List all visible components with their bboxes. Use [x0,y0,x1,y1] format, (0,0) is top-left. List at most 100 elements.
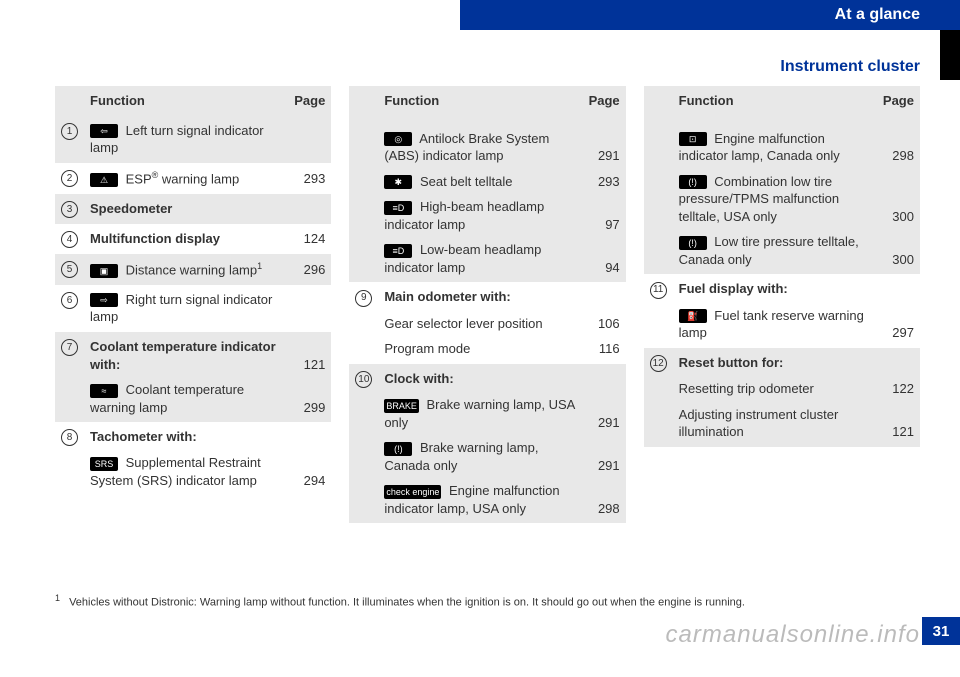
table-subrow: (!) Low tire pressure telltale, Canada o… [644,231,920,274]
row-page: 293 [288,163,331,194]
row-text: ⊡ Engine malfunction indicator lamp, Can… [673,128,877,171]
row-text: Reset button for: [673,348,877,378]
row-page: 291 [583,394,626,437]
row-text: Fuel display with: [673,274,877,304]
hdr-function: Function [84,86,288,116]
header-bar: At a glance [460,0,960,30]
table-header: FunctionPage [55,86,331,116]
row-text: Gear selector lever position [378,313,582,339]
indicator-icon: ◎ [384,132,412,146]
table-subrow: BRAKE Brake warning lamp, USA only291 [349,394,625,437]
row-text: Program mode [378,338,582,364]
indicator-icon: ⇦ [90,124,118,138]
row-num: 6 [55,285,84,332]
row-text: check engine Engine malfunction indicato… [378,480,582,523]
indicator-icon: ≈ [90,384,118,398]
hdr-page: Page [583,86,626,116]
indicator-icon: check engine [384,485,441,499]
row-page: 298 [583,480,626,523]
row-num: 11 [644,274,673,304]
row-text: ≡D High-beam headlamp indicator lamp [378,196,582,239]
row-num: 8 [55,422,84,452]
indicator-icon: (!) [679,236,707,250]
row-num: 1 [55,116,84,163]
row-text: Resetting trip odometer [673,378,877,404]
row-text: ⇨ Right turn signal indicator lamp [84,285,288,332]
row-page [288,194,331,224]
row-text: SRS Supplemental Restraint System (SRS) … [84,452,288,495]
row-text: ≈ Coolant temperature warning lamp [84,379,288,422]
row-num: 2 [55,163,84,194]
row-page [877,348,920,378]
row-page: 298 [877,128,920,171]
table-subrow: SRS Supplemental Restraint System (SRS) … [55,452,331,495]
indicator-icon: ≡D [384,201,412,215]
row-num: 12 [644,348,673,378]
table-row: 1⇦ Left turn signal indicator lamp [55,116,331,163]
row-text: (!) Combination low tire pressure/TPMS m… [673,171,877,232]
watermark: carmanualsonline.info [666,621,920,649]
content-columns: FunctionPage1⇦ Left turn signal indicato… [55,86,920,523]
row-num [349,116,378,128]
row-text: BRAKE Brake warning lamp, USA only [378,394,582,437]
table-subrow: ⛽ Fuel tank reserve warning lamp297 [644,305,920,348]
table-row [644,116,920,128]
row-text: ◎ Antilock Brake System (ABS) indicator … [378,128,582,171]
table-subrow: (!) Brake warning lamp, Canada only291 [349,437,625,480]
row-text: ≡D Low-beam headlamp indicator lamp [378,239,582,282]
row-text: Clock with: [378,364,582,394]
indicator-icon: ✱ [384,175,412,189]
column-1: FunctionPage1⇦ Left turn signal indicato… [55,86,331,523]
table-row: 12Reset button for: [644,348,920,378]
footnote-num: 1 [55,593,60,603]
column-3: FunctionPage ⊡ Engine malfunction indicat… [644,86,920,523]
row-page: 124 [288,224,331,254]
row-page: 300 [877,231,920,274]
row-text: ▣ Distance warning lamp1 [84,254,288,285]
table-subrow: ≡D Low-beam headlamp indicator lamp94 [349,239,625,282]
table-subrow: ⊡ Engine malfunction indicator lamp, Can… [644,128,920,171]
hdr-function: Function [673,86,877,116]
row-num: 4 [55,224,84,254]
row-page: 121 [288,332,331,379]
indicator-icon: ⇨ [90,293,118,307]
row-text: Tachometer with: [84,422,288,452]
indicator-icon: ⛽ [679,309,707,323]
row-page: 300 [877,171,920,232]
row-text: Multifunction display [84,224,288,254]
row-page: 297 [877,305,920,348]
row-page: 116 [583,338,626,364]
indicator-icon: ⊡ [679,132,707,146]
table-row: 3Speedometer [55,194,331,224]
table-header: FunctionPage [644,86,920,116]
table-subrow: ≡D High-beam headlamp indicator lamp97 [349,196,625,239]
footnote: 1 Vehicles without Distronic: Warning la… [55,593,920,609]
indicator-icon: BRAKE [384,399,419,413]
row-page: 97 [583,196,626,239]
row-page [288,116,331,163]
row-page: 94 [583,239,626,282]
row-page: 106 [583,313,626,339]
row-text: ⚠ ESP® warning lamp [84,163,288,194]
table-row: 9Main odometer with: [349,282,625,312]
table-row: 11Fuel display with: [644,274,920,304]
page-number: 31 [922,617,960,645]
row-page [583,364,626,394]
row-num: 9 [349,282,378,312]
indicator-icon: SRS [90,457,118,471]
table-row: 8Tachometer with: [55,422,331,452]
table-subrow: (!) Combination low tire pressure/TPMS m… [644,171,920,232]
section-title: At a glance [835,6,920,24]
table-subrow: Gear selector lever position106 [349,313,625,339]
indicator-icon: (!) [679,175,707,189]
side-tab [940,30,960,80]
column-2: FunctionPage◎ Antilock Brake System (ABS… [349,86,625,523]
row-text [673,116,877,128]
table-row [349,116,625,128]
row-text [378,116,582,128]
row-text: ⛽ Fuel tank reserve warning lamp [673,305,877,348]
indicator-icon: ≡D [384,244,412,258]
table-row: 6⇨ Right turn signal indicator lamp [55,285,331,332]
indicator-icon: ⚠ [90,173,118,187]
row-page: 296 [288,254,331,285]
